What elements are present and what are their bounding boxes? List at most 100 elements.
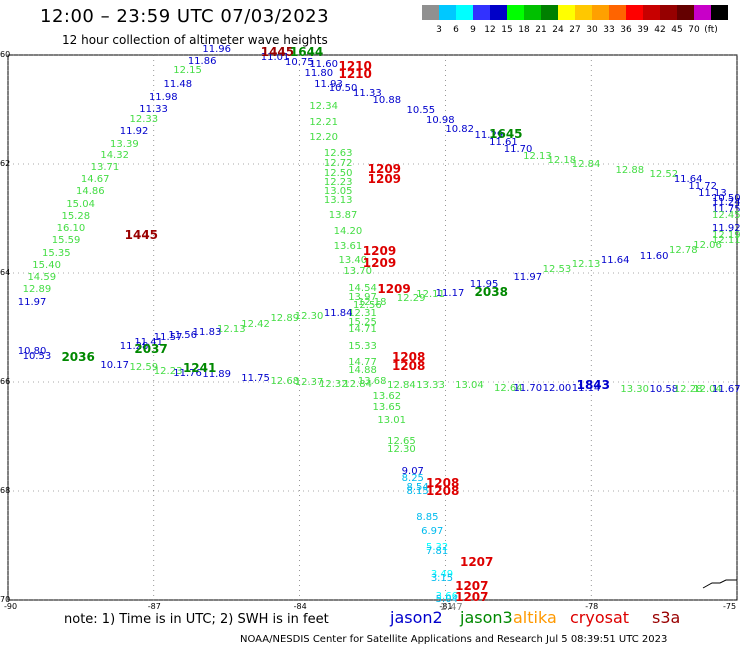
color-scale-swatch [677, 5, 694, 20]
wave-height-label: 11.84 [323, 307, 353, 319]
wave-height-label: 15.28 [61, 211, 91, 223]
wave-height-label: 12.18 [357, 296, 387, 308]
track-time-label: 1445 [124, 227, 159, 242]
wave-height-label: 11.41 [134, 336, 163, 348]
wave-height-label: 11.64 [600, 255, 630, 266]
wave-height-label: 12.19 [712, 229, 740, 241]
lon-tick-label: -78 [585, 602, 599, 611]
wave-height-label: 3.66 [435, 591, 458, 603]
track-time-label: 1207 [455, 590, 489, 605]
color-scale-label: 27 [569, 25, 581, 35]
wave-height-label: 12.59 [129, 362, 159, 374]
track-time-label: 1209 [362, 256, 397, 271]
track-time-label: 1207 [459, 554, 494, 569]
wave-height-label: 11.89 [202, 369, 232, 381]
track-time-label: 2036 [61, 350, 95, 365]
wave-height-label: 9.07 [401, 465, 424, 477]
wave-height-label: 12.00 [542, 382, 572, 394]
wave-height-label: 15.33 [348, 340, 377, 352]
wave-height-label: 15.04 [66, 198, 95, 210]
wave-height-label: 12.63 [323, 148, 353, 160]
wave-height-label: 11.70 [513, 382, 543, 394]
color-scale-swatch [507, 5, 524, 20]
wave-height-label: 10.88 [372, 95, 402, 107]
wave-height-label: 14.20 [333, 226, 363, 238]
wave-height-label: 12.23 [323, 177, 353, 189]
wave-height-label: 8.25 [401, 473, 424, 484]
wave-height-label: 11.29 [474, 129, 504, 141]
wave-height-label: 11.76 [173, 367, 202, 379]
wave-height-label: 12.23 [153, 366, 183, 378]
color-scale-swatch [609, 5, 626, 20]
wave-height-label: 11.75 [712, 204, 740, 216]
wave-height-label: 11.33 [353, 88, 382, 100]
track-time-label: 1445 [260, 45, 295, 60]
wave-height-label: 16.10 [56, 223, 86, 235]
wave-height-label: 12.53 [542, 264, 572, 276]
wave-height-label: 12.64 [494, 382, 523, 394]
lat-tick-label: 64 [0, 268, 11, 277]
color-scale-swatch [626, 5, 643, 20]
wave-height-label: 10.53 [22, 351, 52, 363]
wave-height-label: 12.11 [712, 235, 740, 247]
wave-height-label: 11.60 [309, 58, 338, 70]
lat-tick-label: 66 [0, 377, 11, 386]
wave-height-label: 12.68 [270, 376, 300, 387]
color-scale-label: 6 [453, 25, 459, 35]
color-scale-label: 70 [688, 25, 700, 35]
note-text: note: 1) Time is in UTC; 2) SWH is in fe… [64, 612, 329, 627]
wave-height-label: 11.75 [241, 373, 270, 385]
track-time-label: 1208 [391, 350, 426, 365]
legend-s3a: s3a [652, 608, 681, 627]
wave-height-label: 13.39 [110, 138, 139, 150]
wave-height-label: 13.61 [333, 240, 363, 252]
color-scale-label: 36 [620, 25, 632, 35]
wave-height-label: 11.14 [571, 382, 601, 394]
wave-height-label: 11.97 [17, 296, 47, 308]
wave-height-label: 11.60 [639, 250, 669, 262]
track-time-label: 1208 [425, 475, 460, 490]
wave-height-label: 12.13 [216, 324, 246, 336]
color-scale-label: 30 [586, 25, 598, 35]
lat-tick-label: 62 [0, 159, 11, 168]
color-scale-swatch [473, 5, 490, 20]
wave-height-label: 11.72 [688, 180, 718, 192]
wave-height-label: 12.37 [294, 377, 324, 389]
wave-height-label: 13.68 [357, 376, 387, 387]
wave-height-label: 12.88 [615, 164, 645, 176]
color-scale-label: 12 [484, 25, 496, 35]
wave-height-label: 11.33 [139, 103, 168, 115]
color-scale-swatch [541, 5, 558, 20]
wave-height-label: 13.04 [455, 380, 484, 392]
wave-height-label: 13.87 [328, 209, 358, 221]
wave-height-label: 8.54 [406, 482, 429, 494]
color-scale-label: 9 [470, 25, 476, 35]
wave-height-label: 14.88 [348, 365, 377, 377]
wave-height-label: 15.25 [348, 317, 377, 329]
color-scale-swatch [524, 5, 541, 20]
wave-height-label: 6.97 [421, 525, 444, 537]
wave-height-label: 14.59 [27, 272, 57, 284]
track-time-label: 1843 [576, 377, 611, 392]
wave-height-label: 11.93 [314, 78, 343, 90]
wave-height-label: 13.13 [323, 195, 353, 207]
wave-height-label: 13.40 [338, 255, 368, 266]
wave-height-label: 12.65 [387, 435, 416, 447]
wave-height-label: 13.30 [620, 384, 649, 396]
wave-height-label: 14.77 [348, 356, 377, 368]
wave-height-label: 12.34 [309, 100, 338, 112]
wave-height-label: 11.57 [153, 332, 183, 344]
wave-height-label: 14.54 [348, 283, 377, 295]
lon-tick-label: -87 [147, 602, 161, 611]
wave-height-label: 12.29 [396, 293, 426, 305]
wave-height-label: 10.75 [285, 57, 314, 69]
wave-height-label: 12.11 [416, 288, 445, 300]
track-time-label: 1209 [362, 244, 397, 259]
wave-height-label: 13.01 [377, 415, 406, 427]
wave-height-label: 10.58 [649, 384, 679, 396]
color-scale-label: 15 [501, 25, 513, 35]
wave-height-label: 10.80 [17, 346, 47, 358]
track-time-label: 1241 [182, 361, 217, 376]
wave-height-label: 12.13 [523, 151, 552, 163]
